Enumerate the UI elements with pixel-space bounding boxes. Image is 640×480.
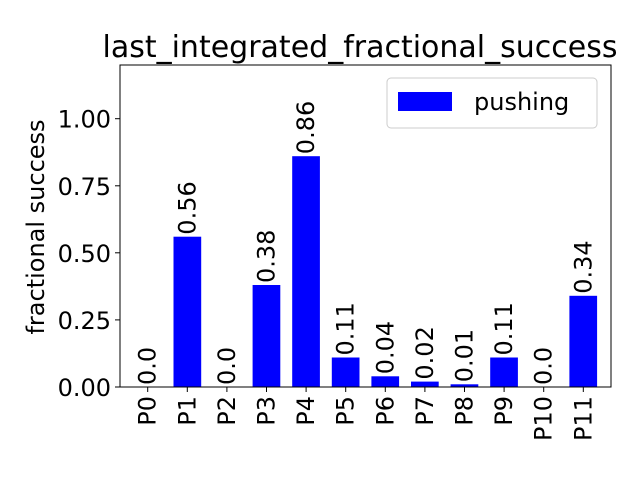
data-label-P3: 0.38	[253, 230, 281, 283]
data-label-P1: 0.56	[173, 181, 201, 234]
data-label-P0: 0.0	[134, 347, 162, 385]
data-label-P11: 0.34	[569, 240, 597, 293]
x-tick-label-P10: P10	[530, 396, 558, 441]
plot-frame	[119, 64, 612, 388]
data-label-P10: 0.0	[530, 347, 558, 385]
bar-P11	[569, 295, 598, 387]
bar-P3	[252, 285, 281, 387]
x-tick-label-P4: P4	[292, 396, 320, 426]
legend: pushing	[386, 77, 598, 129]
data-label-P8: 0.01	[451, 329, 479, 382]
legend-label-pushing: pushing	[474, 88, 569, 116]
data-labels-group: 0.0 0.56 0.0 0.38 0.86 0.11 0.04 0.02 0.01 0.11 0.…	[134, 101, 598, 385]
x-tick-label-P11: P11	[569, 396, 597, 441]
bar-P5	[331, 357, 360, 387]
y-tick-label-2: 0.50	[58, 240, 111, 268]
y-axis-ticks: 0.00 0.25 0.50 0.75 1.00	[58, 106, 120, 402]
x-tick-label-P3: P3	[253, 396, 281, 426]
data-label-P9: 0.11	[490, 302, 518, 355]
x-tick-label-P6: P6	[371, 396, 399, 426]
x-tick-label-P2: P2	[213, 396, 241, 426]
x-axis-ticks: P0 P1 P2 P3 P4 P5 P6 P7 P8 P9 P10 P11	[134, 387, 597, 441]
x-tick-label-P9: P9	[490, 396, 518, 426]
y-tick-label-1: 0.25	[58, 307, 111, 335]
legend-box	[386, 77, 598, 129]
bar-P6	[371, 376, 400, 387]
x-tick-label-P0: P0	[134, 396, 162, 426]
data-label-P5: 0.11	[332, 302, 360, 355]
y-tick-label-4: 1.00	[58, 106, 111, 134]
bars-group	[173, 156, 598, 387]
legend-swatch-pushing	[398, 92, 452, 111]
x-tick-label-P7: P7	[411, 396, 439, 426]
bar-P4	[292, 156, 320, 387]
y-tick-label-0: 0.00	[58, 374, 111, 402]
y-axis-label: fractional success	[22, 119, 50, 334]
data-label-P6: 0.04	[371, 321, 399, 374]
data-label-P2: 0.0	[213, 347, 241, 385]
data-label-P4: 0.86	[292, 101, 320, 154]
x-tick-label-P8: P8	[451, 396, 479, 426]
data-label-P7: 0.02	[411, 326, 439, 379]
bar-P8	[450, 384, 479, 387]
chart-title: last_integrated_fractional_success	[102, 30, 617, 65]
x-tick-label-P1: P1	[173, 396, 201, 426]
x-tick-label-P5: P5	[332, 396, 360, 426]
bar-P7	[411, 381, 439, 387]
bar-P9	[490, 357, 518, 387]
y-tick-label-3: 0.75	[58, 173, 111, 201]
bar-P1	[173, 236, 202, 387]
